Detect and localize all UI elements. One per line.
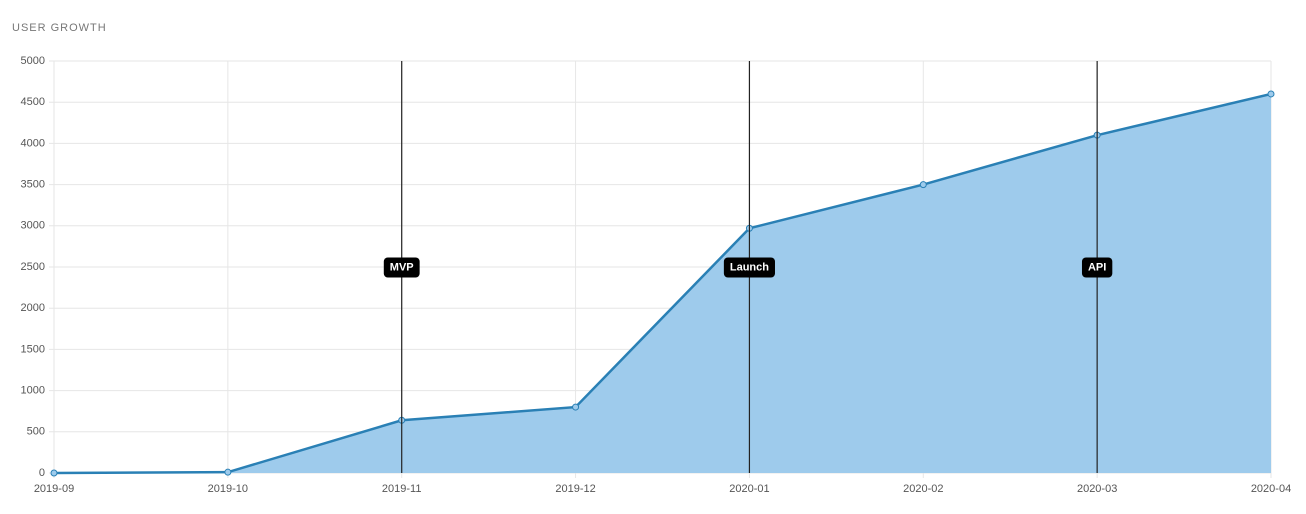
area (54, 93, 1271, 474)
y-tick-label: 3000 (21, 220, 45, 232)
y-tick-label: 4500 (21, 96, 45, 108)
point (919, 181, 927, 189)
y-tick-label: 2000 (21, 302, 45, 314)
x-tick-label: 2019-09 (34, 483, 74, 495)
y-tick-label: 3500 (21, 179, 45, 191)
y-tick-label: 4000 (21, 137, 45, 149)
annotation-label: API (1088, 261, 1106, 273)
y-tick-label: 1500 (21, 343, 45, 355)
point (1267, 90, 1275, 98)
x-tick-label: 2020-03 (1077, 483, 1117, 495)
x-tick-label: 2020-04 (1251, 483, 1291, 495)
line (53, 92, 1272, 475)
point (224, 468, 232, 476)
x-tick-label: 2019-12 (555, 483, 595, 495)
chart-title: USER GROWTH (12, 22, 107, 34)
annotation-box (1081, 257, 1113, 278)
x-tick-label: 2020-01 (729, 483, 769, 495)
annotation-box (723, 257, 775, 278)
x-tick-label: 2019-10 (208, 483, 248, 495)
point (572, 403, 580, 411)
y-tick-label: 500 (27, 426, 45, 438)
y-tick-label: 2500 (21, 261, 45, 273)
y-tick-label: 1000 (21, 385, 45, 397)
x-tick-label: 2019-11 (382, 483, 422, 495)
y-tick-label: 0 (39, 467, 45, 479)
annotation-label: Launch (730, 261, 769, 273)
y-tick-label: 5000 (21, 55, 45, 67)
annotation-label: MVP (390, 261, 414, 273)
annotation-box (383, 257, 420, 278)
point (50, 469, 58, 477)
x-tick-label: 2020-02 (903, 483, 943, 495)
